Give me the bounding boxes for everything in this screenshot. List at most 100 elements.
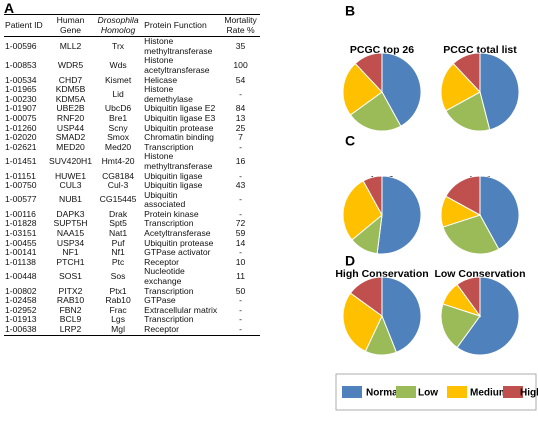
table-cell: 1-01913 <box>5 314 37 325</box>
table-cell: Rab10 <box>105 295 131 306</box>
chart-title: Low Conservation <box>434 268 525 280</box>
table-cell: 1-02020 <box>5 132 37 143</box>
table-cell: Smox <box>107 132 130 143</box>
header-cell: Mortality Rate % <box>221 13 260 38</box>
table-cell: 100 <box>233 60 248 71</box>
table-cell: 1-01828 <box>5 218 37 229</box>
table-cell: 50 <box>235 285 246 296</box>
table-row: 1-01828 SUPT5H Spt5 Transcription 72 <box>4 219 260 229</box>
legend-box <box>335 373 537 411</box>
panel-label: D <box>345 253 355 269</box>
table-cell: 10 <box>235 256 246 267</box>
table-row: 1-00448 SOS1 Sos Nucleotide exchange 11 <box>4 267 260 286</box>
table-row: 1-02458 RAB10 Rab10 GTPase - <box>4 296 260 306</box>
table-cell: - <box>239 314 242 325</box>
table-cell: Receptor <box>143 324 222 336</box>
table-row: 1-02621 MED20 Med20 Transcription - <box>4 141 260 153</box>
table-cell: CUL3 <box>59 180 82 191</box>
table-cell: Scny <box>108 122 128 133</box>
table-row: 1-01138 PTCH1 Ptc Receptor 10 <box>4 256 260 268</box>
table-cell: - <box>239 304 242 315</box>
legend-swatch <box>503 386 523 398</box>
panel-label: C <box>345 133 355 149</box>
table-cell: 84 <box>235 103 246 114</box>
pie-slice <box>349 276 383 317</box>
pie-slice <box>479 52 520 131</box>
table-cell: Sos <box>110 271 126 282</box>
header-cell: Patient ID <box>4 13 48 38</box>
table-cell: 1-00596 <box>5 40 37 51</box>
header-cell: Drosophila Homolog <box>93 13 144 38</box>
legend-label: High <box>520 388 538 399</box>
table-cell: Receptor <box>144 256 180 267</box>
table-cell: - <box>221 324 260 336</box>
table-row: 1-02952 FBN2 Frac Extracellular matrix - <box>4 304 260 316</box>
table-cell: 1-00577 <box>5 194 37 205</box>
table-cell: Frac <box>109 304 127 315</box>
table-cell: - <box>239 247 242 258</box>
panel-label: A <box>4 0 15 16</box>
table-row: 1-00116 DAPK3 Drak Protein kinase - <box>4 208 260 220</box>
table-cell: Ubiquitin ligase E3 <box>144 112 216 123</box>
table-cell: Histone methyltransferase <box>144 36 213 56</box>
header-cell: Human Gene <box>48 13 93 38</box>
table-cell: Histone methyltransferase <box>144 151 213 171</box>
table-cell: Ubiquitin ligase <box>144 170 203 181</box>
table-cell: 25 <box>235 122 246 133</box>
table-cell: Ubiquitin protease <box>144 237 214 248</box>
table-cell: - <box>239 194 242 205</box>
panel-label: B <box>345 3 355 19</box>
pie-slice <box>445 91 491 132</box>
table-row: 1-01451 SUV420H1 Hmt4-20 Histone methyltran… <box>4 151 260 171</box>
table-cell: CHD7 <box>58 74 83 85</box>
table-cell: Transcription <box>144 141 194 152</box>
table-cell: USP44 <box>56 122 85 133</box>
table-cell: MLL2 <box>59 40 82 51</box>
table-cell: Nf1 <box>111 247 125 258</box>
table-cell: Bre1 <box>108 112 128 123</box>
table-row: 1-01151 HUWE1 CG8184 Ubiquitin ligase - <box>4 170 260 182</box>
table-cell: - <box>239 295 242 306</box>
table-cell: SMAD2 <box>55 132 86 143</box>
table-row: 1-00534 CHD7 Kismet Helicase 54 <box>4 74 260 86</box>
table-cell: Ptc <box>111 256 125 267</box>
table-cell: Drak <box>108 208 128 219</box>
cell-line: 1-01965 <box>5 84 37 95</box>
table-cell: RAB10 <box>56 295 85 306</box>
table-cell: 1-01965 1-00230 <box>4 85 48 104</box>
table-cell: 35 <box>235 40 246 51</box>
table-cell: 1-01138 <box>5 256 36 267</box>
table-cell: Puf <box>111 237 125 248</box>
pie-slice <box>440 303 481 349</box>
gene-table: Patient ID Human Gene Drosophila Homolog Pr… <box>4 13 260 336</box>
table-cell: Ubiquitin ligase E2 <box>144 103 216 114</box>
pie-slice <box>479 175 520 250</box>
table-cell: UBE2B <box>56 103 85 114</box>
table-row: 1-00455 USP34 Puf Ubiquitin protease 14 <box>4 237 260 249</box>
table-cell: 1-00075 <box>5 112 37 123</box>
table-cell: Ubiquitin protease <box>144 122 214 133</box>
table-row: 1-00577 NUB1 CG15445 Ubiquitin associated - <box>4 189 260 210</box>
table-cell: MED20 <box>56 141 85 152</box>
table-cell: BCL9 <box>59 314 82 325</box>
table-row: 1-00853 WDR5 Wds Histone acetyltransferase 1… <box>4 56 260 75</box>
table-cell: CG15445 <box>99 194 137 205</box>
table-cell: Lid <box>112 88 124 99</box>
table-cell: Nat1 <box>108 228 128 239</box>
table-cell: Extracellular matrix <box>144 304 218 315</box>
pie-slice <box>452 52 481 94</box>
table-row: 1-00075 RNF20 Bre1 Ubiquitin ligase E3 13 <box>4 112 260 124</box>
table-cell: Histone demethylase <box>144 84 193 104</box>
table-cell: Transcription <box>144 314 194 325</box>
table-cell: Ubiquitin associated <box>144 189 186 210</box>
pie-slice <box>442 214 500 255</box>
pie-slice <box>342 62 383 116</box>
table-cell: Ubiquitin ligase <box>144 180 203 191</box>
table-cell: SUPT5H <box>53 218 88 229</box>
table-cell: 1-00455 <box>5 237 37 248</box>
table-cell: UbcD6 <box>104 103 132 114</box>
table-cell: CG8184 <box>102 170 135 181</box>
table-cell: Transcription <box>144 218 194 229</box>
